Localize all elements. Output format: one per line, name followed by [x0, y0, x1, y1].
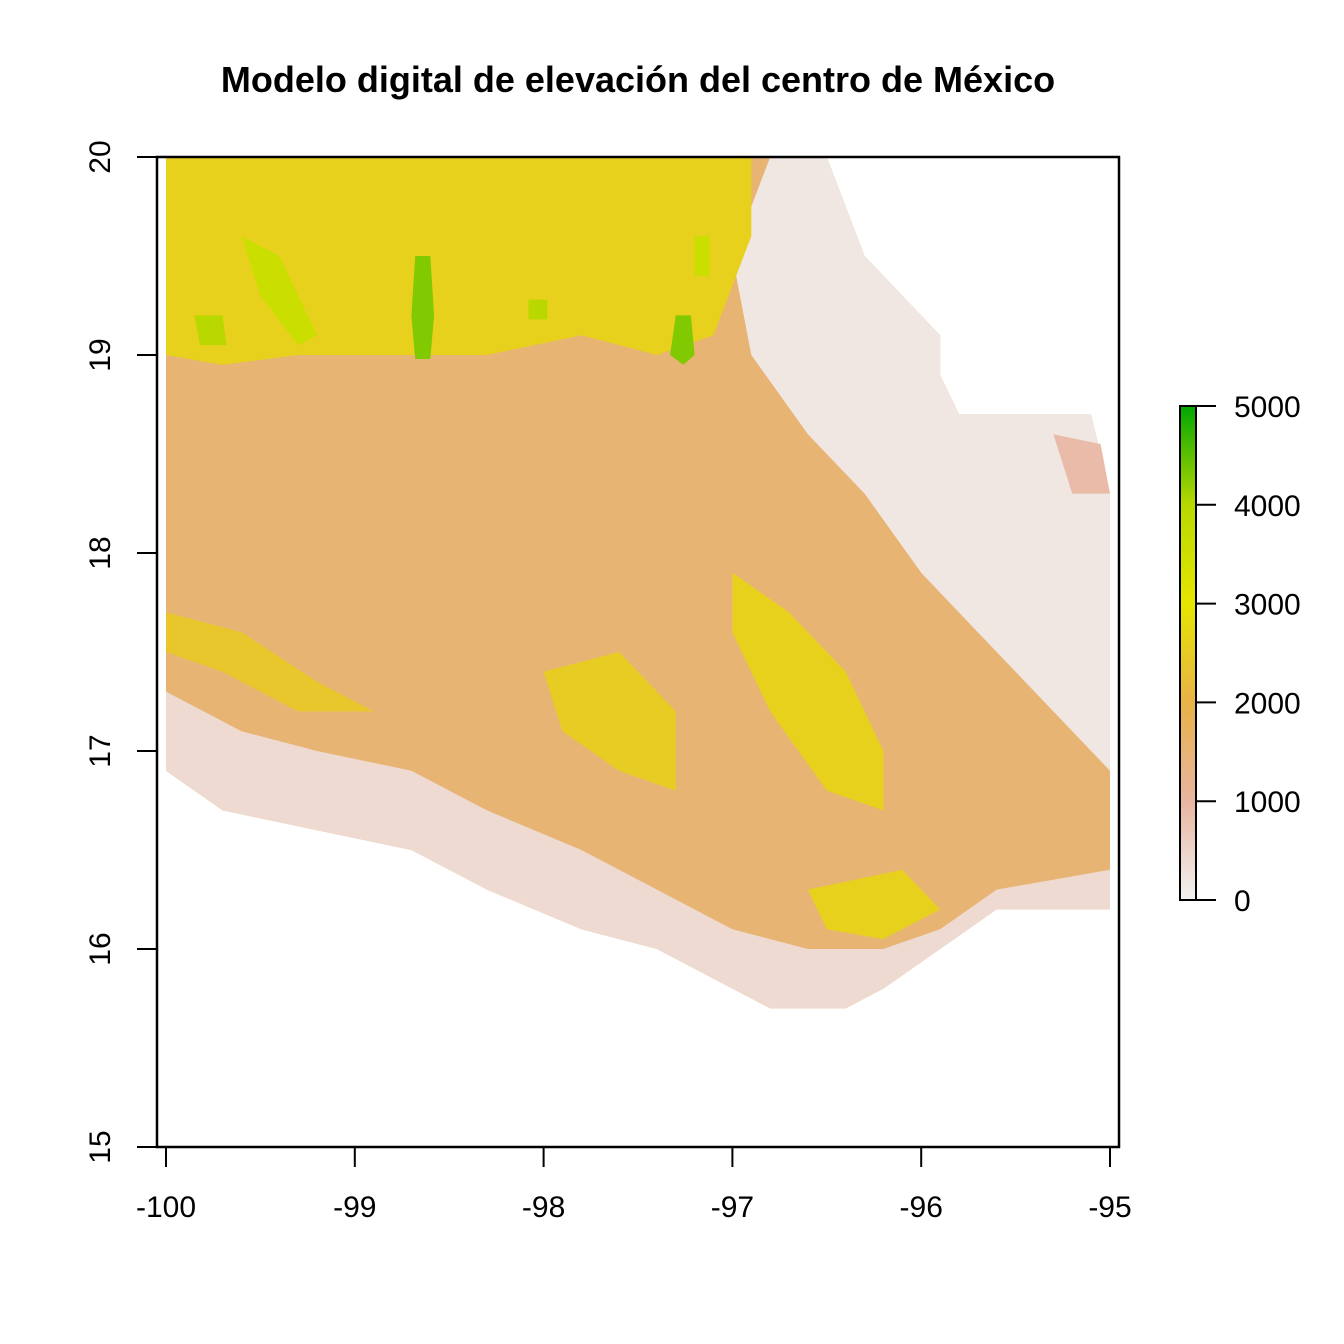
legend-color-bar: [1179, 405, 1197, 901]
y-tick-label: 17: [84, 734, 117, 767]
region-nevado-de-toluca: [194, 315, 227, 346]
region-coastal-lowland-south: [166, 691, 1110, 1009]
y-tick-label: 18: [84, 536, 117, 569]
x-tick-label: -99: [333, 1191, 376, 1224]
y-axis: 15 16 17 18 19 20: [84, 140, 158, 1164]
x-tick-label: -96: [900, 1191, 943, 1224]
x-tick-label: -100: [136, 1191, 196, 1224]
region-zempoala-ridge: [241, 236, 317, 346]
x-tick-label: -97: [711, 1191, 754, 1224]
region-highland-plateau-north: [166, 157, 752, 365]
region-pico-de-orizaba: [670, 315, 695, 365]
region-coastal-lowland-east: [732, 157, 1110, 771]
y-tick-label: 16: [84, 932, 117, 965]
y-tick-label: 19: [84, 338, 117, 371]
legend-tick-label: 1000: [1234, 786, 1301, 819]
legend-tick-label: 3000: [1234, 589, 1301, 622]
region-iztaccihuatl-popocatepetl: [411, 256, 435, 359]
legend-tick-label: 0: [1234, 885, 1251, 918]
region-cofre-de-perote: [694, 236, 710, 276]
legend-tick-label: 5000: [1234, 391, 1301, 424]
elevation-raster: [166, 157, 1110, 1009]
x-tick-label: -95: [1088, 1191, 1131, 1224]
region-sierra-oaxaca: [732, 572, 884, 811]
region-sierra-sur: [807, 869, 941, 940]
elevation-legend: 0 1000 2000 3000 4000 5000: [1179, 391, 1301, 918]
region-mixteca-highland: [543, 652, 676, 791]
x-axis: -100 -99 -98 -97 -96 -95: [136, 1146, 1132, 1224]
legend-tick-label: 4000: [1234, 490, 1301, 523]
y-tick-label: 15: [84, 1130, 117, 1163]
legend-tick-label: 2000: [1234, 687, 1301, 720]
region-tuxtlas-hills: [1053, 434, 1110, 494]
x-tick-label: -98: [522, 1191, 565, 1224]
y-tick-label: 20: [84, 140, 117, 173]
region-sierra-guerrero: [166, 612, 374, 712]
chart-title: Modelo digital de elevación del centro d…: [221, 59, 1055, 100]
region-malinche: [528, 299, 548, 320]
